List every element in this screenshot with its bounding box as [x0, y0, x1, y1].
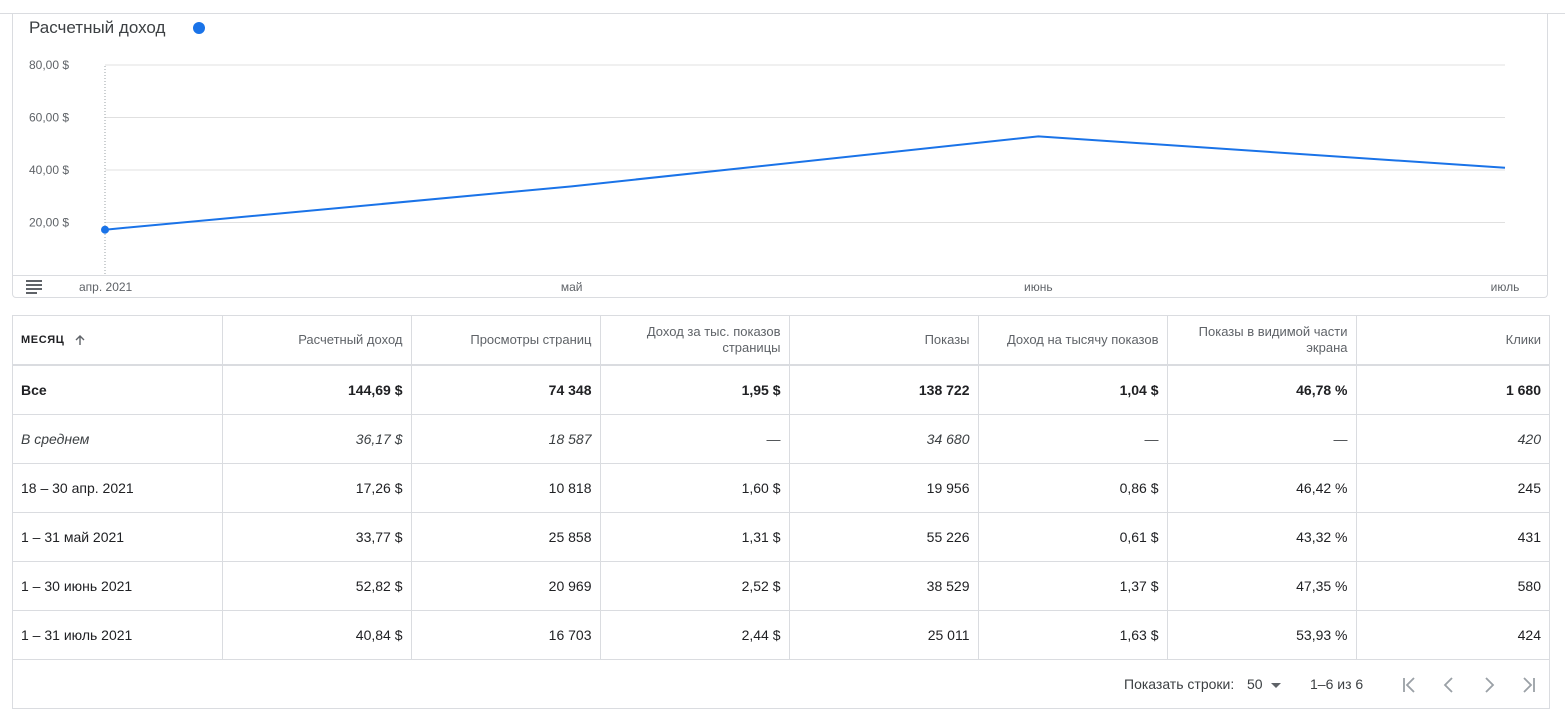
table-cell: 138 722 [789, 365, 979, 415]
table-cell: 144,69 $ [222, 365, 412, 415]
table-cell: 38 529 [789, 561, 979, 611]
column-header-viewability[interactable]: Показы в видимой части экрана [1167, 316, 1357, 366]
column-header-clicks[interactable]: Клики [1356, 316, 1549, 366]
column-header-pageviews[interactable]: Просмотры страниц [411, 316, 601, 366]
table-cell: 18 – 30 апр. 2021 [13, 463, 223, 513]
column-header-revenue[interactable]: Расчетный доход [222, 316, 412, 366]
table-cell: 25 858 [411, 512, 601, 562]
table-row-average: В среднем 36,17 $ 18 587 — 34 680 — — 42… [13, 414, 1549, 464]
column-header-label: МЕСЯЦ [21, 334, 65, 346]
table-cell: 16 703 [411, 610, 601, 660]
table-cell: 245 [1356, 463, 1549, 513]
next-page-icon[interactable] [1475, 671, 1503, 699]
pagination-bar: Показать строки: 50 1–6 из 6 [13, 661, 1549, 709]
table-cell: 46,78 % [1167, 365, 1357, 415]
page-range-text: 1–6 из 6 [1310, 676, 1364, 692]
table-cell: 33,77 $ [222, 512, 412, 562]
table-cell: 0,86 $ [978, 463, 1168, 513]
table-cell: — [1167, 414, 1357, 464]
table-cell: 1,31 $ [600, 512, 790, 562]
column-header-month[interactable]: МЕСЯЦ [13, 316, 223, 366]
table-cell: — [978, 414, 1168, 464]
table-cell: 2,52 $ [600, 561, 790, 611]
chart-title: Расчетный доход [29, 18, 166, 37]
table-cell: 1,63 $ [978, 610, 1168, 660]
table-cell: 1,04 $ [978, 365, 1168, 415]
menu-lines-icon[interactable] [26, 280, 42, 294]
table-cell: 18 587 [411, 414, 601, 464]
table-cell: 580 [1356, 561, 1549, 611]
table-row: 1 – 31 июль 2021 40,84 $ 16 703 2,44 $ 2… [13, 610, 1549, 660]
dropdown-caret-icon [1270, 682, 1281, 688]
line-chart: 20,00 $ 40,00 $ 60,00 $ 80,00 $ апр. 2021 май… [29, 58, 1520, 294]
table-cell: 52,82 $ [222, 561, 412, 611]
table-cell: 17,26 $ [222, 463, 412, 513]
y-tick-label: 40,00 $ [29, 163, 69, 177]
table-cell: 40,84 $ [222, 610, 412, 660]
legend-dot[interactable] [193, 22, 205, 34]
y-tick-label: 20,00 $ [29, 216, 69, 230]
table-cell: — [600, 414, 790, 464]
table-cell: 43,32 % [1167, 512, 1357, 562]
table-cell: 1,37 $ [978, 561, 1168, 611]
table-cell: 1 – 30 июнь 2021 [13, 561, 223, 611]
table-cell: 1 680 [1356, 365, 1549, 415]
table-cell: В среднем [13, 414, 223, 464]
table-cell: 46,42 % [1167, 463, 1357, 513]
table-row: 1 – 31 май 2021 33,77 $ 25 858 1,31 $ 55… [13, 512, 1549, 562]
table-cell: 1 – 31 май 2021 [13, 512, 223, 562]
table-cell: 34 680 [789, 414, 979, 464]
chart-card: Расчетный доход 20,00 $ 40,00 $ 60,00 $ 80,… [12, 14, 1548, 298]
column-header-impressions[interactable]: Показы [789, 316, 979, 366]
table-cell: 36,17 $ [222, 414, 412, 464]
data-point[interactable] [101, 225, 109, 234]
table-cell: 25 011 [789, 610, 979, 660]
table-cell: 0,61 $ [978, 512, 1168, 562]
table-row-total: Все 144,69 $ 74 348 1,95 $ 138 722 1,04 … [13, 365, 1549, 415]
report-table: МЕСЯЦ Расчетный доход Просмотры страниц … [13, 316, 1549, 660]
x-tick-label: май [561, 280, 583, 294]
last-page-icon[interactable] [1515, 671, 1543, 699]
table-cell: Все [13, 365, 223, 415]
table-cell: 2,44 $ [600, 610, 790, 660]
table-cell: 74 348 [411, 365, 601, 415]
table-cell: 10 818 [411, 463, 601, 513]
table-cell: 1 – 31 июль 2021 [13, 610, 223, 660]
series-line [104, 135, 1506, 231]
table-cell: 20 969 [411, 561, 601, 611]
column-header-impression-rpm[interactable]: Доход на тысячу показов [978, 316, 1168, 366]
y-tick-label: 80,00 $ [29, 58, 69, 72]
table-row: 1 – 30 июнь 2021 52,82 $ 20 969 2,52 $ 3… [13, 561, 1549, 611]
column-header-page-rpm[interactable]: Доход за тыс. показов страницы [600, 316, 790, 366]
table-row: 18 – 30 апр. 2021 17,26 $ 10 818 1,60 $ … [13, 463, 1549, 513]
table-cell: 47,35 % [1167, 561, 1357, 611]
first-page-icon[interactable] [1395, 671, 1423, 699]
y-tick-label: 60,00 $ [29, 111, 69, 125]
x-tick-label: июль [1491, 280, 1520, 294]
x-tick-label: апр. 2021 [79, 280, 133, 294]
table-cell: 53,93 % [1167, 610, 1357, 660]
table-cell: 431 [1356, 512, 1549, 562]
table-cell: 1,60 $ [600, 463, 790, 513]
table-cell: 55 226 [789, 512, 979, 562]
x-tick-label: июнь [1024, 280, 1053, 294]
table-cell: 19 956 [789, 463, 979, 513]
rows-per-page-value: 50 [1247, 676, 1263, 692]
arrow-up-icon[interactable] [74, 334, 86, 346]
table-cell: 420 [1356, 414, 1549, 464]
table-cell: 424 [1356, 610, 1549, 660]
rows-per-page-select[interactable]: 50 [1247, 676, 1281, 692]
report-table-card: МЕСЯЦ Расчетный доход Просмотры страниц … [12, 315, 1550, 709]
table-cell: 1,95 $ [600, 365, 790, 415]
top-divider [0, 13, 1565, 14]
prev-page-icon[interactable] [1435, 671, 1463, 699]
chart-footer-divider [13, 275, 1547, 276]
table-header-row: МЕСЯЦ Расчетный доход Просмотры страниц … [13, 316, 1549, 366]
rows-per-page-label: Показать строки: [1124, 676, 1235, 692]
